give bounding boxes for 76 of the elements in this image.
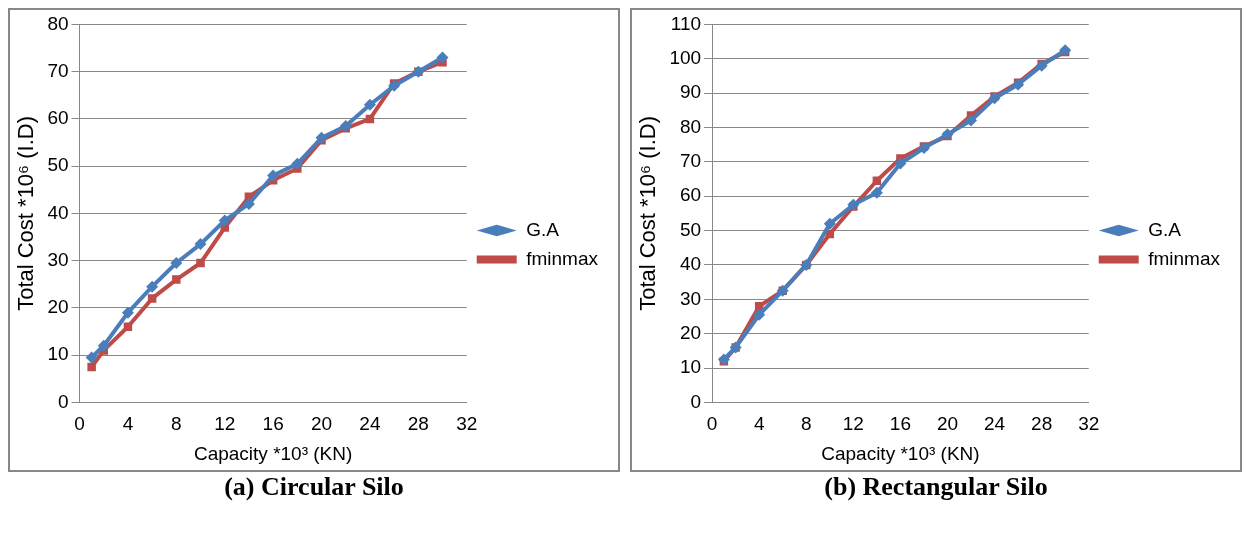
x-axis-title: Capacity *10³ (KN) xyxy=(821,442,980,464)
y-tick-label: 20 xyxy=(679,321,702,343)
point xyxy=(339,119,352,132)
x-tick-label: 12 xyxy=(842,413,864,435)
point xyxy=(121,306,134,319)
y-tick-label: 70 xyxy=(47,59,69,81)
y-tick-label: 20 xyxy=(47,296,69,318)
x-tick-label: 12 xyxy=(214,413,236,435)
x-tick-label: 32 xyxy=(456,413,478,435)
point xyxy=(242,197,255,210)
point xyxy=(194,238,207,251)
y-tick-label: 50 xyxy=(47,154,69,176)
y-tick-label: 110 xyxy=(670,12,702,34)
point xyxy=(291,157,304,170)
y-axis-title: Total Cost *10⁶ (I.D) xyxy=(635,115,661,311)
point xyxy=(823,217,836,230)
point xyxy=(218,214,231,227)
x-tick-label: 28 xyxy=(1031,413,1053,435)
y-tick-label: 50 xyxy=(679,218,702,240)
x-tick-label: 0 xyxy=(74,413,85,435)
x-axis-title: Capacity *10³ (KN) xyxy=(193,442,353,464)
y-tick-label: 70 xyxy=(679,150,702,172)
y-tick-label: 80 xyxy=(47,12,69,34)
point xyxy=(894,157,907,170)
x-tick-label: 0 xyxy=(706,413,718,435)
legend-label: G.A xyxy=(526,218,560,240)
y-tick-label: 60 xyxy=(47,107,69,129)
text: (b) Rectangular Silo xyxy=(823,472,1049,502)
y-tick-label: 10 xyxy=(47,343,69,365)
x-tick-label: 32 xyxy=(1078,413,1100,435)
legend-label: fminmax xyxy=(1148,247,1221,269)
y-tick-label: 30 xyxy=(47,248,69,270)
x-tick-label: 24 xyxy=(359,413,381,435)
point xyxy=(146,280,159,293)
point xyxy=(147,294,157,303)
point xyxy=(172,275,181,284)
y-tick-label: 30 xyxy=(679,287,702,309)
point xyxy=(267,169,280,182)
x-tick-label: 28 xyxy=(407,413,429,435)
point xyxy=(315,131,328,144)
y-tick-label: 60 xyxy=(679,184,702,206)
point xyxy=(870,186,883,199)
y-tick-label: 0 xyxy=(690,390,702,412)
text: (a) Circular Silo xyxy=(223,472,405,502)
x-tick-label: 16 xyxy=(262,413,284,435)
x-tick-label: 4 xyxy=(753,413,765,435)
point xyxy=(363,98,376,111)
point xyxy=(85,351,98,364)
point xyxy=(196,258,205,268)
point xyxy=(753,308,766,321)
point xyxy=(847,198,860,211)
y-tick-label: 10 xyxy=(679,356,702,378)
point xyxy=(388,79,401,92)
y-tick-label: 100 xyxy=(669,47,702,68)
point xyxy=(170,257,183,270)
y-tick-label: 80 xyxy=(679,115,702,137)
point xyxy=(97,339,110,352)
x-tick-label: 24 xyxy=(983,413,1006,435)
x-tick-label: 4 xyxy=(122,413,134,435)
point xyxy=(436,51,449,64)
x-tick-label: 8 xyxy=(800,413,812,435)
x-tick-label: 20 xyxy=(310,413,333,435)
y-tick-label: 0 xyxy=(57,390,69,412)
point xyxy=(988,92,1001,105)
x-tick-label: 16 xyxy=(889,413,911,435)
legend-label: fminmax xyxy=(526,247,599,269)
point xyxy=(965,114,978,127)
x-tick-label: 8 xyxy=(171,413,182,435)
legend-label: G.A xyxy=(1148,218,1182,240)
point xyxy=(917,142,930,155)
y-axis-title: Total Cost *10⁶ (I.D) xyxy=(13,115,39,311)
y-tick-label: 90 xyxy=(679,81,702,103)
point xyxy=(87,362,96,372)
y-tick-label: 40 xyxy=(47,201,69,223)
y-tick-label: 40 xyxy=(679,253,702,275)
x-tick-label: 20 xyxy=(936,413,959,435)
